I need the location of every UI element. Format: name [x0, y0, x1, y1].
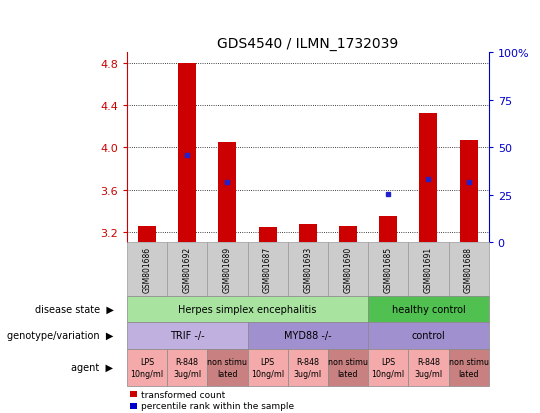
Text: percentile rank within the sample: percentile rank within the sample	[141, 401, 294, 411]
Bar	[379, 216, 397, 243]
Bar	[299, 225, 317, 243]
Text: MYD88 -/-: MYD88 -/-	[284, 330, 332, 341]
Text: GSM801691: GSM801691	[424, 247, 433, 293]
Text: LPS
10ng/ml: LPS 10ng/ml	[372, 358, 405, 377]
Bar	[259, 227, 276, 243]
Text: R-848
3ug/ml: R-848 3ug/ml	[173, 358, 201, 377]
Text: healthy control: healthy control	[392, 304, 465, 314]
Bar	[178, 64, 196, 243]
Bar	[138, 226, 156, 243]
Text: GSM801692: GSM801692	[183, 247, 192, 293]
Text: non stimu
lated: non stimu lated	[328, 358, 368, 377]
Bar	[460, 140, 478, 243]
Text: R-848
3ug/ml: R-848 3ug/ml	[294, 358, 322, 377]
Text: agent  ▶: agent ▶	[71, 363, 113, 373]
Bar	[218, 142, 237, 243]
Text: TRIF -/-: TRIF -/-	[170, 330, 205, 341]
Text: GSM801687: GSM801687	[263, 247, 272, 293]
Bar	[339, 226, 357, 243]
Text: GSM801689: GSM801689	[223, 247, 232, 293]
Text: GSM801688: GSM801688	[464, 247, 473, 293]
Text: non stimu
lated: non stimu lated	[207, 358, 247, 377]
Text: non stimu
lated: non stimu lated	[449, 358, 489, 377]
Title: GDS4540 / ILMN_1732039: GDS4540 / ILMN_1732039	[217, 36, 399, 50]
Text: disease state  ▶: disease state ▶	[35, 304, 113, 314]
Text: control: control	[411, 330, 446, 341]
Text: GSM801690: GSM801690	[343, 247, 353, 293]
Text: LPS
10ng/ml: LPS 10ng/ml	[131, 358, 164, 377]
Text: Herpes simplex encephalitis: Herpes simplex encephalitis	[178, 304, 316, 314]
Text: transformed count: transformed count	[141, 389, 225, 399]
Text: GSM801686: GSM801686	[143, 247, 152, 293]
Text: GSM801685: GSM801685	[384, 247, 393, 293]
Text: genotype/variation  ▶: genotype/variation ▶	[7, 330, 113, 341]
Text: GSM801693: GSM801693	[303, 247, 312, 293]
Text: LPS
10ng/ml: LPS 10ng/ml	[251, 358, 284, 377]
Text: R-848
3ug/ml: R-848 3ug/ml	[414, 358, 442, 377]
Bar	[420, 114, 437, 243]
